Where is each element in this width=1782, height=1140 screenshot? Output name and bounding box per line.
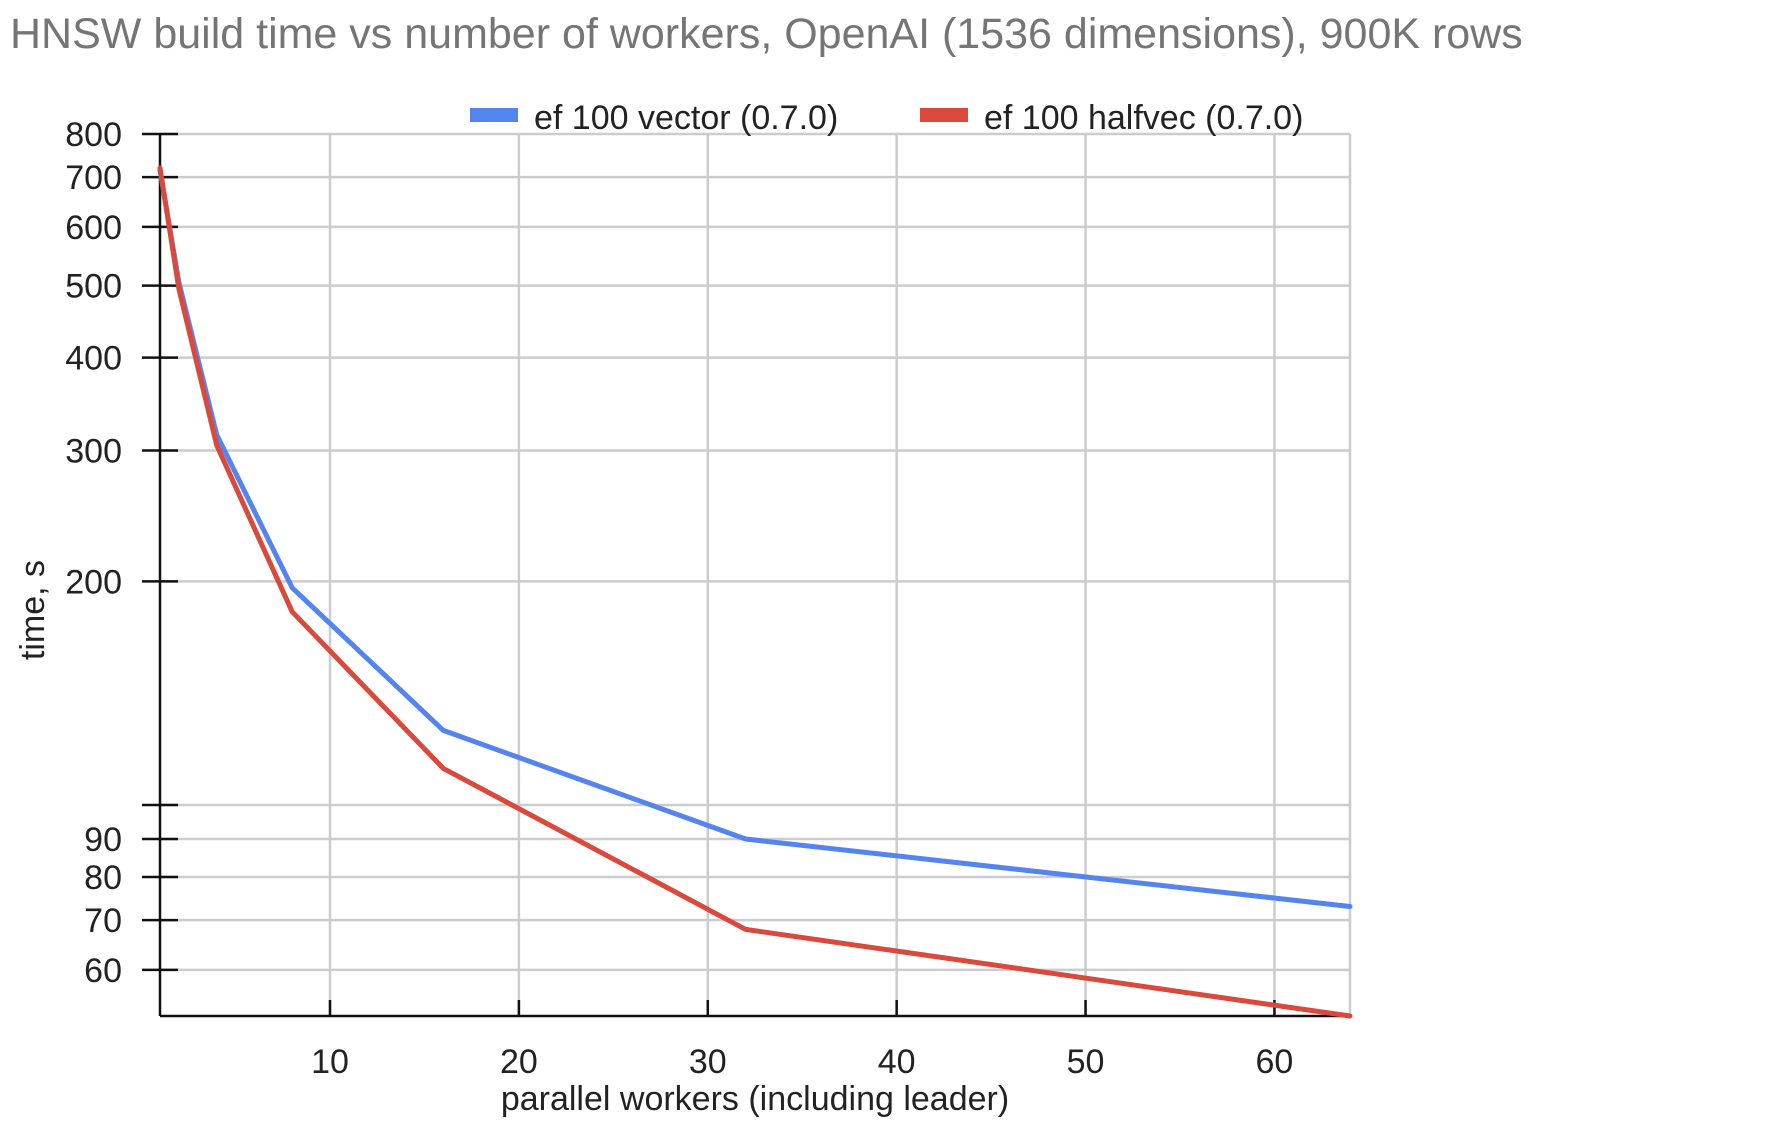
y-tick-label: 70 [84, 902, 122, 940]
y-tick-label: 600 [65, 209, 122, 247]
axes [158, 134, 1350, 1018]
series-line [157, 167, 1353, 909]
x-axis-label: parallel workers (including leader) [501, 1080, 1009, 1118]
series-lines [157, 165, 1353, 1019]
y-tick-label: 90 [84, 821, 122, 859]
x-tick-label: 40 [878, 1043, 916, 1081]
y-tick-label: 200 [65, 563, 122, 601]
x-tick-label: 60 [1256, 1043, 1294, 1081]
y-tick-label: 500 [65, 268, 122, 306]
y-axis-label: time, s [14, 560, 52, 660]
legend: ef 100 vector (0.7.0) ef 100 halfvec (0.7… [470, 99, 1303, 137]
x-tick-label: 10 [311, 1043, 349, 1081]
y-tick-label: 80 [84, 859, 122, 897]
x-ticks: 10 20 30 40 50 60 [311, 1000, 1293, 1081]
y-tick-label: 400 [65, 340, 122, 378]
legend-swatch [920, 108, 968, 122]
x-tick-label: 30 [689, 1043, 727, 1081]
gridlines [160, 132, 1352, 1016]
series-line [157, 165, 1353, 1019]
legend-label: ef 100 halfvec (0.7.0) [984, 99, 1303, 137]
legend-swatch [470, 108, 518, 122]
chart-title: HNSW build time vs number of workers, Op… [10, 10, 1523, 58]
y-tick-label: 60 [84, 952, 122, 990]
y-tick-label: 700 [65, 159, 122, 197]
y-tick-label: 300 [65, 432, 122, 470]
x-tick-label: 50 [1067, 1043, 1105, 1081]
y-tick-label: 800 [65, 116, 122, 154]
x-tick-label: 20 [500, 1043, 538, 1081]
legend-label: ef 100 vector (0.7.0) [534, 99, 838, 137]
